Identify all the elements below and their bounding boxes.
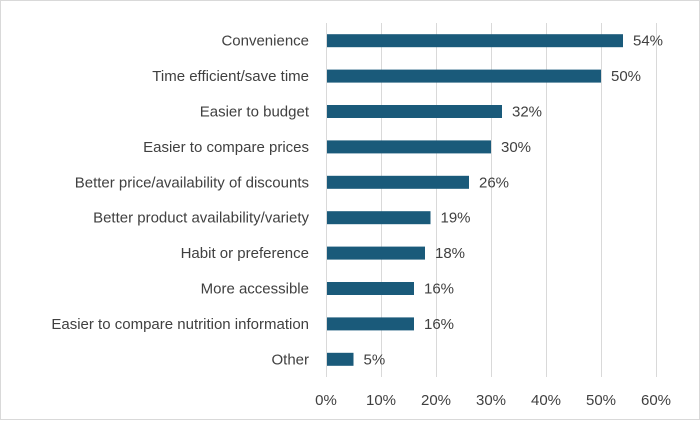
category-label: Convenience: [221, 33, 309, 50]
x-tick-label: 50%: [586, 392, 616, 409]
data-label: 19%: [441, 210, 471, 227]
data-label: 26%: [479, 174, 509, 191]
data-label: 16%: [424, 281, 454, 298]
category-label: Easier to compare prices: [143, 139, 309, 156]
category-labels: Convenience Time efficient/save time Easie…: [51, 33, 309, 369]
bar: [327, 352, 354, 366]
bar: [327, 175, 469, 189]
bar: [327, 317, 414, 331]
bar: [327, 34, 623, 48]
bar: [327, 246, 425, 260]
data-label: 54%: [633, 33, 663, 50]
data-label: 18%: [435, 245, 465, 262]
x-tick-label: 20%: [421, 392, 451, 409]
data-label: 16%: [424, 316, 454, 333]
x-tick-label: 0%: [315, 392, 337, 409]
bar: [327, 140, 491, 154]
category-label: Better price/availability of discounts: [75, 174, 309, 191]
category-label: Easier to compare nutrition information: [51, 316, 309, 333]
category-label: Easier to budget: [200, 104, 310, 121]
category-label: Time efficient/save time: [152, 68, 309, 85]
x-tick-label: 40%: [531, 392, 561, 409]
bar: [327, 105, 502, 118]
bar: [327, 69, 601, 83]
category-label: Other: [271, 351, 309, 368]
bars: [327, 34, 623, 366]
data-label: 5%: [364, 351, 386, 368]
x-axis-tick-labels: 0% 10% 20% 30% 40% 50% 60%: [315, 392, 671, 409]
data-label: 30%: [501, 139, 531, 156]
x-tick-label: 60%: [641, 392, 671, 409]
bar: [327, 282, 414, 295]
x-tick-label: 10%: [366, 392, 396, 409]
category-label: Habit or preference: [181, 245, 309, 262]
data-label: 50%: [611, 68, 641, 85]
data-label: 32%: [512, 104, 542, 121]
x-tick-label: 30%: [476, 392, 506, 409]
category-label: Better product availability/variety: [93, 210, 309, 227]
category-label: More accessible: [201, 281, 309, 298]
bar: [327, 211, 431, 225]
data-labels: 54% 50% 32% 30% 26% 19% 18% 16% 16% 5%: [364, 33, 664, 369]
